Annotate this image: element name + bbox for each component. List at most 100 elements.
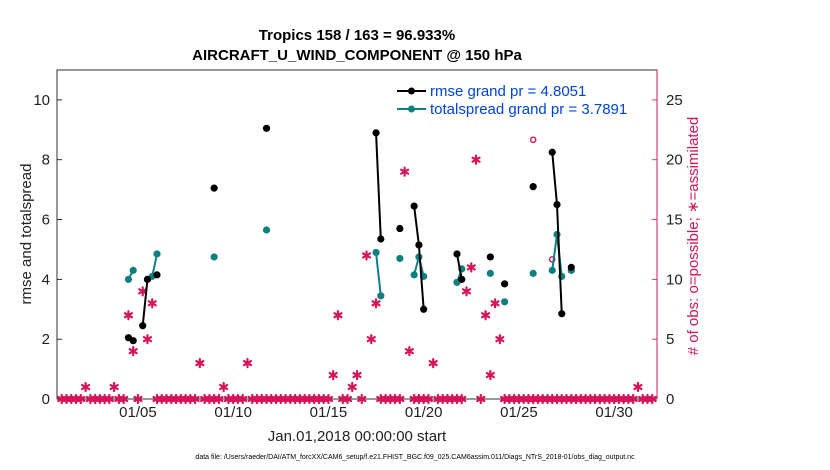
y-axis-right: 0 5 10 15 20 25 [652, 70, 683, 408]
obs-assimilated-marker [633, 381, 643, 393]
spread-point [486, 269, 494, 277]
obs-star-stroke [628, 395, 638, 403]
obs-star-stroke [428, 360, 438, 367]
obs-star-stroke [490, 300, 500, 307]
obs-assimilated-marker [366, 334, 376, 345]
obs-star-stroke [361, 252, 372, 259]
obs-assimilated-marker [195, 358, 205, 369]
obs-possible-marker [529, 136, 537, 144]
x-tick-label: 01/20 [405, 404, 443, 421]
rmse-point [377, 235, 385, 243]
obs-star-stroke [219, 383, 229, 391]
obs-count-markers [57, 136, 657, 405]
obs-assimilated-marker [490, 298, 500, 309]
rmse-point [420, 305, 428, 313]
obs-assimilated-marker [133, 393, 143, 405]
spread-segment [151, 253, 158, 277]
obs-star-stroke [104, 395, 114, 403]
rmse-point [262, 124, 271, 132]
obs-assimilated-marker [476, 393, 486, 405]
rmse-point [372, 129, 380, 137]
rmse-point [458, 275, 466, 283]
obs-assimilated-marker [104, 393, 114, 405]
rmse-point [143, 275, 152, 283]
y-left-tick-label: 4 [42, 271, 50, 288]
obs-star-stroke [147, 300, 157, 307]
obs-star-stroke [352, 371, 362, 379]
obs-assimilated-marker [352, 369, 362, 381]
obs-star-stroke [119, 395, 129, 403]
spread-point [548, 266, 556, 274]
obs-star-stroke [466, 264, 476, 271]
obs-star-stroke [195, 360, 205, 367]
obs-assimilated-marker [357, 393, 367, 405]
rmse-point [129, 337, 137, 345]
rmse-segment [456, 253, 463, 280]
x-tick-label: 01/25 [500, 404, 538, 421]
rmse-point [529, 183, 537, 191]
x-axis: 01/05 01/10 01/15 01/20 01/25 01/30 [119, 394, 633, 421]
rmse-point [548, 148, 556, 156]
obs-assimilated-marker [342, 393, 353, 405]
obs-assimilated-marker [242, 358, 253, 369]
spread-point [553, 230, 561, 239]
rmse-segment [375, 132, 382, 240]
legend-rmse-label: rmse grand pr = 4.8051 [430, 83, 586, 100]
obs-assimilated-marker [214, 393, 224, 405]
spread-point [153, 250, 161, 258]
obs-assimilated-marker [371, 298, 381, 309]
obs-star-stroke [366, 336, 376, 343]
y-axis-right-label: # of obs: o=possible; ∗=assimilated [685, 117, 702, 356]
rmse-point [139, 322, 147, 330]
x-axis-label: Jan.01,2018 00:00:00 start [268, 428, 447, 445]
obs-assimilated-marker [395, 393, 405, 405]
y-left-tick-label: 10 [33, 92, 50, 109]
rmse-point [396, 224, 404, 233]
rmse-point [567, 263, 575, 271]
spread-segment [375, 252, 382, 296]
obs-assimilated-marker [219, 381, 229, 393]
obs-star-stroke [347, 383, 357, 391]
spread-point [396, 254, 404, 263]
obs-star-stroke [404, 348, 414, 355]
obs-assimilated-marker [423, 393, 434, 405]
obs-assimilated-marker [461, 286, 472, 297]
obs-star-stroke [400, 168, 410, 175]
obs-star-stroke [323, 395, 334, 403]
obs-assimilated-marker [142, 334, 153, 345]
rmse-point [453, 250, 461, 258]
rmse-series [124, 124, 575, 345]
obs-assimilated-marker [76, 393, 86, 405]
obs-assimilated-marker [471, 154, 481, 165]
obs-assimilated-marker [485, 369, 495, 381]
obs-assimilated-marker [323, 393, 334, 405]
obs-assimilated-marker [495, 334, 505, 345]
obs-star-stroke [190, 395, 200, 403]
rmse-segment [413, 205, 420, 246]
spread-point [372, 248, 380, 257]
y-axis-left: 0 2 4 6 8 10 [33, 92, 62, 408]
obs-star-stroke [123, 312, 134, 319]
obs-assimilated-marker [400, 166, 410, 177]
obs-star-stroke [457, 395, 467, 403]
obs-star-stroke [214, 395, 224, 403]
obs-star-stroke [471, 156, 481, 163]
obs-assimilated-marker [238, 393, 248, 405]
obs-star-stroke [357, 395, 367, 403]
obs-star-stroke [328, 371, 338, 379]
obs-star-stroke [423, 395, 434, 403]
obs-assimilated-marker [190, 393, 200, 405]
obs-assimilated-marker [147, 298, 157, 309]
spread-point [410, 271, 418, 279]
obs-star-stroke [633, 383, 643, 391]
obs-possible-marker [548, 256, 556, 263]
obs-assimilated-marker [109, 381, 119, 393]
obs-star-stroke [242, 360, 253, 367]
obs-assimilated-marker [80, 381, 91, 393]
obs-assimilated-marker [647, 393, 657, 405]
rmse-segment [551, 152, 558, 205]
legend: rmse grand pr = 4.8051 totalspread grand… [397, 83, 627, 118]
obs-star-stroke [80, 383, 91, 391]
obs-star-stroke [342, 395, 353, 403]
legend-spread-label: totalspread grand pr = 3.7891 [430, 101, 627, 118]
